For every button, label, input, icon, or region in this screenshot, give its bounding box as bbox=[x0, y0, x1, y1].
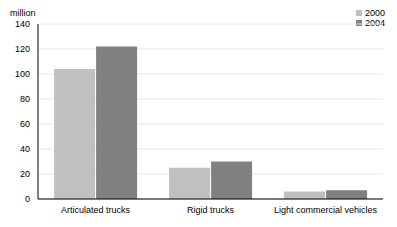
svg-text:Articulated trucks: Articulated trucks bbox=[61, 205, 131, 215]
svg-text:60: 60 bbox=[20, 119, 30, 129]
svg-text:20: 20 bbox=[20, 169, 30, 179]
html-text:million: million bbox=[10, 8, 36, 18]
svg-text:40: 40 bbox=[20, 144, 30, 154]
svg-text:Light commercial vehicles: Light commercial vehicles bbox=[274, 205, 378, 215]
svg-text:Rigid trucks: Rigid trucks bbox=[187, 205, 235, 215]
svg-text:120: 120 bbox=[15, 44, 30, 54]
svg-text:0: 0 bbox=[25, 194, 30, 204]
svg-text:140: 140 bbox=[15, 19, 30, 29]
html-text:2004: 2004 bbox=[365, 18, 385, 28]
svg-text:80: 80 bbox=[20, 94, 30, 104]
html-text:2000: 2000 bbox=[365, 8, 385, 18]
svg-text:100: 100 bbox=[15, 69, 30, 79]
